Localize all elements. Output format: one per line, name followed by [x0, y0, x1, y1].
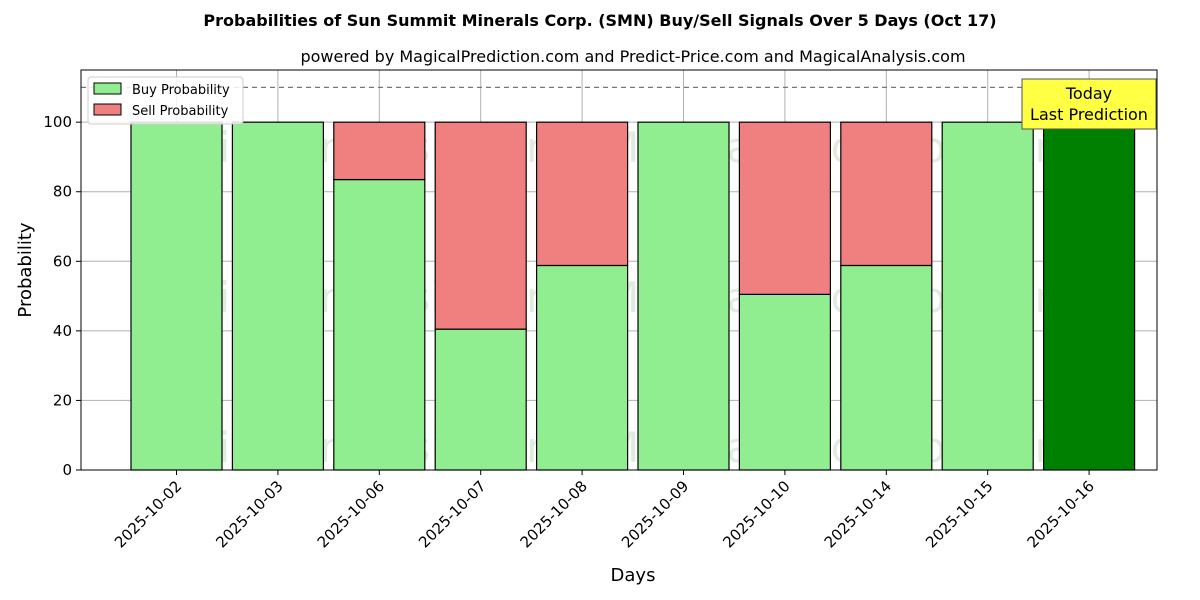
x-tick-label: 2025-10-03: [212, 477, 286, 551]
annotation-box: Today Last Prediction: [1021, 78, 1157, 130]
bar-sell: [738, 121, 832, 295]
bars-layer: [130, 121, 1136, 471]
x-tick-label: 2025-10-06: [314, 477, 388, 551]
chart-subtitle: powered by MagicalPrediction.com and Pre…: [300, 47, 965, 66]
annotation-background: [1021, 78, 1157, 130]
y-tick-label: 40: [53, 322, 72, 340]
plot-frame: [80, 69, 1158, 471]
bar-sell: [535, 121, 629, 267]
bar-buy: [637, 121, 730, 471]
legend-swatch-buy: [93, 82, 122, 95]
bar-buy: [840, 264, 933, 471]
x-tick-label: 2025-10-16: [1024, 477, 1098, 551]
legend-label-sell: Sell Probability: [132, 104, 229, 119]
bar-buy: [738, 293, 832, 471]
y-axis-label: Probability: [15, 222, 36, 317]
x-tick-label: 2025-10-08: [517, 477, 591, 551]
x-tick-layer: 2025-10-02 2025-10-03 2025-10-06 2025-10-07…: [111, 470, 1098, 551]
x-tick-label: 2025-10-14: [821, 477, 895, 551]
bar-sell: [333, 121, 426, 181]
bar-buy: [130, 121, 223, 471]
legend-box: [87, 76, 244, 125]
annotation-line-2: Last Prediction: [1030, 105, 1148, 124]
x-tick-label: 2025-10-07: [415, 477, 489, 551]
bar-sell: [434, 121, 527, 330]
bar-buy: [333, 178, 426, 471]
bar-sell: [840, 121, 933, 267]
legend-swatch-sell: [93, 103, 122, 116]
y-tick-label: 20: [53, 391, 72, 409]
y-tick-label: 80: [53, 183, 72, 201]
x-tick-label: 2025-10-10: [719, 477, 793, 551]
legend-label-buy: Buy Probability: [132, 83, 230, 98]
x-axis-label: Days: [611, 565, 656, 586]
x-tick-label: 2025-10-15: [922, 477, 996, 551]
y-tick-layer: 0 20 40 60 80 100: [43, 113, 81, 479]
legend: Buy Probability Sell Probability: [87, 76, 244, 125]
y-tick-label: 100: [43, 113, 72, 131]
annotation-line-1: Today: [1065, 84, 1112, 103]
x-tick-label: 2025-10-02: [111, 477, 185, 551]
bar-buy: [535, 264, 629, 471]
y-tick-label: 0: [62, 461, 72, 479]
chart-title: Probabilities of Sun Summit Minerals Cor…: [203, 11, 996, 30]
bar-buy: [434, 328, 527, 471]
bar-buy: [941, 121, 1034, 471]
bar-buy: [1042, 121, 1136, 471]
y-tick-label: 60: [53, 252, 72, 270]
x-tick-label: 2025-10-09: [618, 477, 692, 551]
bar-buy: [231, 121, 324, 471]
